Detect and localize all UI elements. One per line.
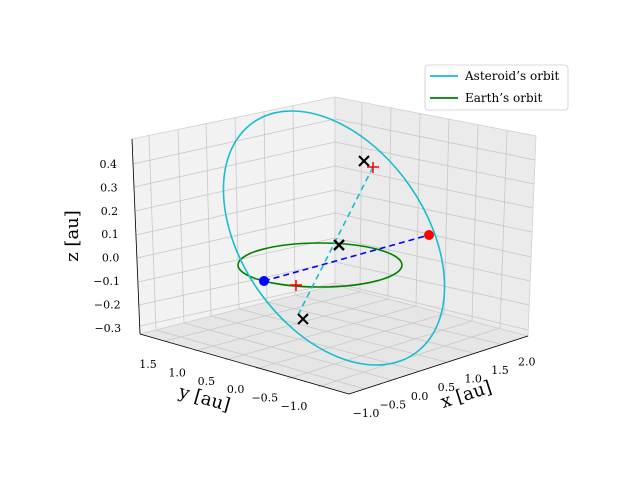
z-axis-line: [131, 138, 141, 335]
grid-line: [137, 237, 336, 283]
x-tick-labels: −1.0−0.5 0.0 0.5 1.0 1.5 2.0: [353, 355, 536, 420]
grid-line: [183, 322, 393, 381]
grid-lines: [132, 101, 536, 390]
grid-line: [177, 128, 185, 324]
y-tick-label: −1.0: [281, 400, 308, 413]
grid-line: [334, 165, 534, 209]
grid-line: [210, 315, 420, 372]
axis-lines: [131, 138, 529, 395]
grid-line: [238, 308, 447, 363]
y-tick-label: 1.5: [139, 358, 157, 371]
grid-line: [334, 261, 530, 306]
blue-dashed-line: [263, 234, 430, 282]
grid-line: [334, 282, 529, 331]
grid-line: [471, 124, 479, 322]
grid-line: [194, 298, 389, 352]
x-marker-bottom: [297, 313, 309, 325]
grid-line: [387, 107, 392, 300]
y-tick-labels: 1.5 1.0 0.5 0.0 −0.5−1.0: [139, 358, 307, 413]
z-tick-labels: 0.4 0.3 0.2 0.1 0.0 −0.1 −0.2 −0.3: [93, 158, 121, 335]
x-tick-label: 0.5: [438, 381, 456, 394]
y-tick-label: 1.0: [168, 366, 186, 379]
data-layer: [222, 110, 446, 366]
grid-line: [334, 118, 536, 161]
grid-line: [334, 141, 535, 185]
grid-line: [334, 237, 531, 282]
z-tick-label: −0.2: [94, 298, 121, 311]
x-tick-label: −1.0: [353, 407, 380, 420]
x-tick-label: 2.0: [518, 355, 536, 368]
grid-line: [292, 104, 296, 296]
grid-line: [139, 282, 336, 327]
z-tick-label: 0.4: [100, 158, 118, 171]
grid-line: [155, 329, 366, 390]
grid-line: [205, 122, 212, 317]
legend: Asteroid’s orbit Earth’s orbit: [424, 64, 569, 111]
grid-line: [359, 101, 363, 293]
legend-label-earth: Earth’s orbit: [465, 91, 542, 105]
x-marker-top: [358, 155, 370, 167]
grid-line: [415, 112, 421, 307]
grid-line: [164, 291, 361, 342]
grid-line: [133, 141, 336, 188]
y-tick-label: 0.5: [198, 375, 216, 388]
x-tick-label: 0.0: [411, 390, 429, 403]
y-tick-label: 0.0: [227, 383, 245, 396]
z-tick-label: 0.3: [100, 181, 118, 194]
y-tick-label: −0.5: [251, 392, 278, 405]
grid-line: [255, 313, 445, 370]
grid-line: [499, 130, 508, 329]
grid-line: [134, 165, 336, 212]
grid-line: [148, 134, 157, 331]
x-axis-line: [348, 335, 529, 395]
grid-line: [266, 301, 474, 354]
z-tick-label: 0.2: [101, 205, 119, 218]
plus-marker-bottom: [290, 280, 302, 291]
plus-marker-top: [367, 162, 379, 173]
asteroid-position-point: [424, 230, 434, 240]
grid-line: [263, 110, 268, 303]
grid-line: [136, 212, 336, 259]
legend-label-asteroid: Asteroid’s orbit: [464, 69, 559, 83]
y-axis-line: [139, 333, 350, 395]
z-tick-label: 0.0: [102, 252, 120, 265]
legend-box: [424, 64, 569, 111]
z-tick-label: 0.1: [101, 228, 119, 241]
x-tick-label: 1.0: [464, 373, 482, 386]
z-tick-label: −0.1: [93, 275, 120, 288]
x-tick-label: 1.5: [491, 364, 509, 377]
x-tick-label: −0.5: [379, 398, 406, 411]
earth-position-point: [259, 276, 269, 286]
x-marker-center: [333, 239, 345, 251]
grid-line: [135, 189, 336, 236]
grid-line: [294, 294, 501, 345]
grid-line: [224, 305, 417, 361]
asteroid-orbit: [222, 110, 446, 366]
grid-line: [132, 118, 336, 165]
z-axis-label: z [au]: [62, 210, 83, 262]
grid-line: [234, 116, 240, 310]
grid-line: [334, 189, 533, 233]
grid-line: [138, 261, 336, 306]
earth-orbit: [237, 242, 403, 288]
z-tick-label: −0.3: [94, 322, 121, 335]
grid-line: [286, 320, 473, 380]
